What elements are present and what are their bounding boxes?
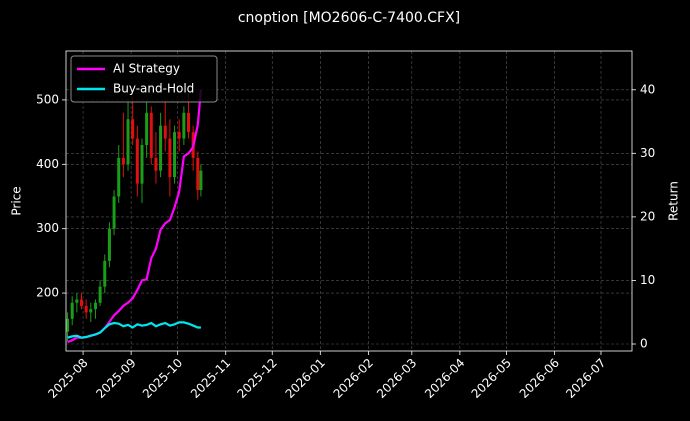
candle-body <box>196 157 200 191</box>
candle-body <box>168 138 172 178</box>
x-tick-label: 2026-07 <box>563 356 608 401</box>
candle-body <box>140 144 144 184</box>
y-tick-label: 500 <box>36 92 59 106</box>
y2-tick-label: 30 <box>640 146 655 160</box>
candle-body <box>199 170 203 191</box>
legend-label: AI Strategy <box>113 62 180 76</box>
candle-body <box>93 302 97 310</box>
candle-body <box>70 302 74 319</box>
series-line <box>67 89 203 344</box>
candle-body <box>89 309 93 313</box>
x-tick-label: 2026-06 <box>517 356 562 401</box>
candle-body <box>98 286 102 303</box>
y2-tick-label: 40 <box>640 82 655 96</box>
candle-body <box>145 112 149 145</box>
candle-body <box>182 112 186 139</box>
y2-tick-label: 10 <box>640 273 655 287</box>
y-tick-label: 300 <box>36 221 59 235</box>
legend-label: Buy-and-Hold <box>113 82 194 96</box>
candle-body <box>135 138 139 184</box>
y2-tick-label: 20 <box>640 209 655 223</box>
y-axis-label: Price <box>10 186 24 215</box>
x-tick-label: 2025-08 <box>45 356 90 401</box>
plot-frame <box>65 50 633 352</box>
candle-body <box>75 299 79 303</box>
candle-body <box>154 157 158 171</box>
legend-box <box>70 55 218 103</box>
x-tick-label: 2026-04 <box>422 356 467 401</box>
x-tick-label: 2025-11 <box>188 356 233 401</box>
candle-body <box>159 125 163 171</box>
candle-body <box>84 305 88 313</box>
x-tick-label: 2026-05 <box>469 356 514 401</box>
x-tick-label: 2026-02 <box>331 356 376 401</box>
x-tick-label: 2026-03 <box>374 356 419 401</box>
candle-body <box>117 157 121 197</box>
candle-body <box>163 125 167 139</box>
y-tick-label: 200 <box>36 286 59 300</box>
y-tick-label: 400 <box>36 157 59 171</box>
candle-body <box>121 157 125 165</box>
x-tick-label: 2025-09 <box>93 356 138 401</box>
candle-body <box>173 132 177 178</box>
candle-body <box>66 318 70 332</box>
candle-body <box>112 196 116 229</box>
x-tick-label: 2025-12 <box>234 356 279 401</box>
y2-axis-label: Return <box>667 181 681 221</box>
candle-body <box>107 228 111 261</box>
candle-body <box>177 132 181 139</box>
candle-body <box>103 260 107 287</box>
candle-body <box>131 119 135 139</box>
y2-tick-label: 0 <box>640 337 648 351</box>
candle-body <box>149 112 153 158</box>
candle-body <box>80 299 84 306</box>
x-tick-label: 2026-01 <box>283 356 328 401</box>
candle-body <box>126 119 130 165</box>
chart-title: cnoption [MO2606-C-7400.CFX] <box>238 10 460 26</box>
x-tick-label: 2025-10 <box>140 356 185 401</box>
series-line <box>67 321 201 339</box>
candle-body <box>187 112 191 133</box>
